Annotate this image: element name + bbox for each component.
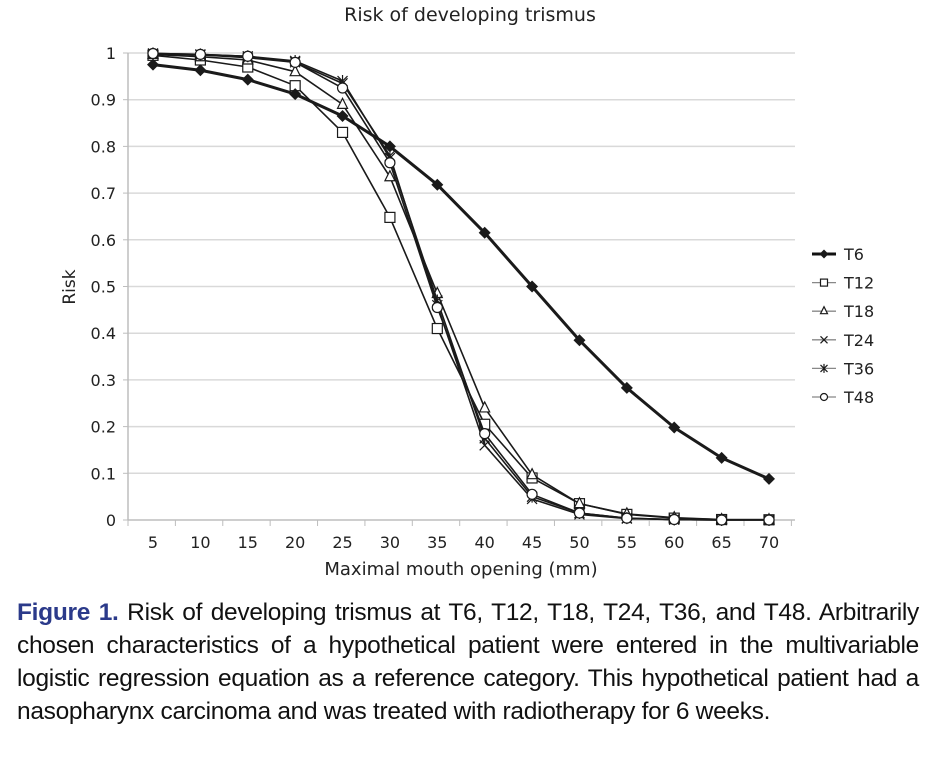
data-point-t48 (573, 507, 586, 519)
data-point-t48 (431, 301, 443, 314)
x-tick-label: 40 (475, 533, 495, 552)
y-tick-label: 0.5 (91, 278, 116, 297)
legend-marker (819, 278, 829, 287)
x-tick-label: 60 (664, 533, 684, 552)
x-tick-label: 35 (427, 533, 447, 552)
data-point-t18 (383, 169, 396, 182)
x-tick-label: 70 (759, 533, 779, 552)
legend-label: T18 (843, 302, 874, 321)
legend-label: T24 (843, 331, 874, 350)
data-point-t6 (431, 178, 444, 191)
series-line-t18 (152, 53, 770, 521)
data-point-t6 (715, 451, 728, 464)
y-tick-label: 0.6 (91, 231, 116, 250)
risk-chart: Risk of developing trismus 0 0.1 0.2 0.3 0.4… (60, 4, 874, 580)
data-point-t48 (384, 157, 396, 169)
figure-label: Figure 1. (17, 599, 119, 626)
data-point-t48 (526, 488, 538, 500)
data-point-t6 (194, 64, 207, 77)
grid-lines (128, 52, 795, 475)
data-point-t18 (289, 64, 302, 77)
data-point-t6 (336, 110, 349, 123)
x-tick-label: 5 (148, 533, 158, 552)
legend-item-t36: T36 (812, 359, 874, 378)
legend-label: T12 (843, 274, 874, 293)
legend-label: T48 (843, 388, 874, 407)
x-tick-label: 25 (332, 533, 352, 552)
x-tick-label: 30 (380, 533, 400, 552)
legend-marker (819, 305, 829, 315)
legend-marker (819, 249, 829, 259)
legend-marker (820, 335, 828, 344)
legend-marker (820, 363, 828, 373)
data-point-t6 (383, 140, 396, 153)
y-tick-label: 0.8 (91, 137, 116, 156)
y-tick-label: 0.4 (91, 324, 116, 343)
data-point-t48 (763, 514, 775, 526)
series-t48 (147, 47, 775, 526)
data-point-t12 (431, 322, 443, 335)
x-tick-label: 15 (238, 533, 258, 552)
y-tick-label: 1 (106, 44, 116, 63)
legend-item-t6: T6 (812, 245, 864, 264)
data-point-t48 (336, 82, 349, 94)
data-point-t18 (336, 97, 349, 109)
figure-caption: Figure 1. Risk of developing trismus at … (17, 596, 919, 728)
x-tick-label: 20 (285, 533, 305, 552)
legend-item-t24: T24 (812, 331, 874, 350)
series-t12 (147, 49, 775, 526)
series-line-t12 (152, 54, 770, 521)
data-point-t18 (526, 467, 539, 480)
data-point-t48 (668, 513, 680, 526)
y-tick-labels: 0 0.1 0.2 0.3 0.4 0.5 0.6 0.7 0.8 0.9 1 (91, 44, 116, 530)
data-point-t12 (384, 211, 396, 223)
legend-marker (819, 392, 829, 402)
data-point-t48 (194, 48, 206, 61)
data-point-t18 (478, 400, 491, 413)
x-axis-label: Maximal mouth opening (mm) (324, 559, 597, 580)
legend-item-t48: T48 (812, 388, 874, 407)
data-point-t48 (147, 47, 159, 60)
x-tick-label: 10 (190, 533, 210, 552)
series-group (147, 47, 775, 526)
series-line-t6 (152, 63, 770, 481)
data-point-t6 (478, 226, 491, 239)
data-point-t6 (241, 73, 254, 86)
data-point-t6 (573, 334, 586, 347)
y-tick-label: 0 (106, 511, 116, 530)
x-tick-label: 50 (569, 533, 589, 552)
legend: T6 T12 T18 T24 T36 T48 (812, 245, 874, 407)
x-tick-label: 55 (617, 533, 637, 552)
series-line-t48 (152, 52, 769, 521)
legend-item-t18: T18 (812, 302, 874, 321)
data-point-t6 (620, 381, 633, 394)
series-t6 (147, 58, 775, 485)
y-axis-label: Risk (60, 269, 80, 304)
data-point-t6 (668, 421, 681, 434)
x-tick-labels: 5 10 15 20 25 30 35 40 45 50 55 60 65 70 (148, 533, 779, 552)
y-tick-label: 0.9 (91, 91, 116, 110)
axes (123, 52, 795, 526)
data-point-t6 (147, 58, 159, 71)
y-tick-label: 0.1 (91, 464, 116, 483)
caption-text: Risk of developing trismus at T6, T12, T… (17, 599, 920, 725)
legend-label: T36 (843, 359, 874, 378)
data-point-t48 (716, 514, 728, 526)
data-point-t12 (336, 126, 349, 138)
chart-title: Risk of developing trismus (344, 4, 596, 26)
data-point-t6 (763, 472, 775, 485)
data-point-t48 (479, 428, 491, 440)
data-point-t48 (289, 56, 301, 68)
legend-label: T6 (843, 245, 864, 264)
legend-item-t12: T12 (812, 274, 874, 293)
x-tick-label: 65 (711, 533, 731, 552)
y-tick-label: 0.3 (91, 371, 116, 390)
data-point-t6 (289, 88, 302, 101)
data-point-t48 (242, 50, 254, 62)
data-point-t48 (621, 512, 633, 524)
y-tick-label: 0.7 (91, 184, 116, 203)
x-tick-label: 45 (522, 533, 542, 552)
y-tick-label: 0.2 (91, 418, 116, 437)
data-point-t6 (526, 280, 539, 293)
